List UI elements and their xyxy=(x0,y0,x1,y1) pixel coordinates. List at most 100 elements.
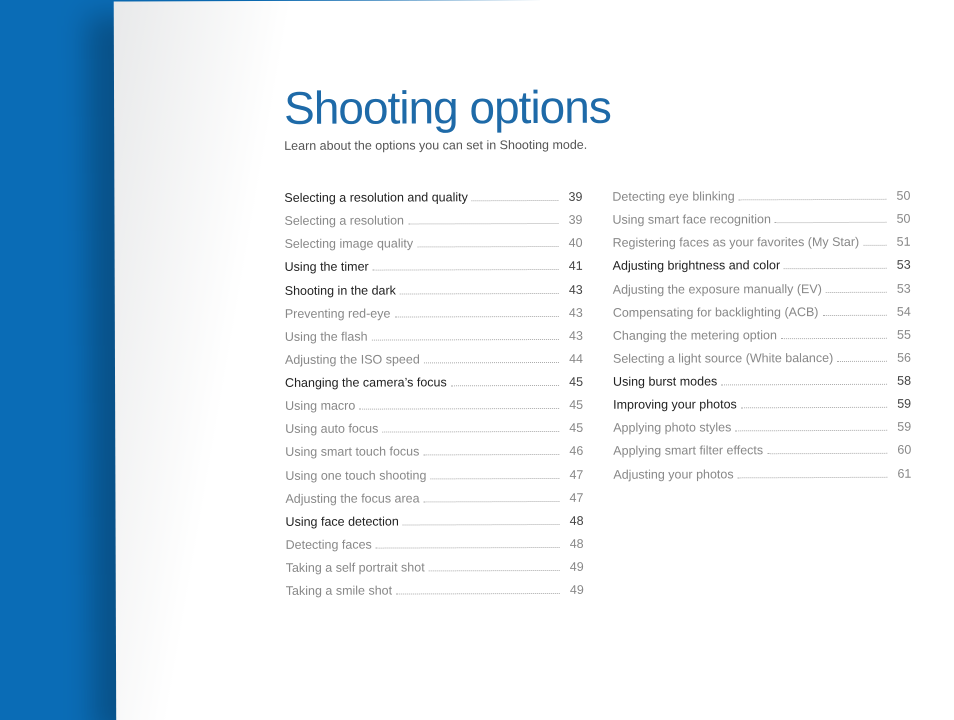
toc-label: Adjusting the focus area xyxy=(285,487,419,511)
toc-page-number: 47 xyxy=(563,486,583,509)
toc-leader xyxy=(424,353,559,363)
toc-leader xyxy=(739,190,887,200)
toc-label: Taking a smile shot xyxy=(286,580,392,603)
toc-label: Applying photo styles xyxy=(613,417,731,441)
toc-page-number: 53 xyxy=(891,277,911,300)
toc-row[interactable]: Taking a self portrait shot49 xyxy=(286,556,584,580)
toc-row[interactable]: Using smart touch focus 46 xyxy=(285,440,583,464)
toc-row[interactable]: Selecting a resolution and quality39 xyxy=(284,186,582,210)
toc-label: Adjusting the exposure manually (EV) xyxy=(613,278,822,302)
toc-row[interactable]: Detecting eye blinking 50 xyxy=(612,185,910,209)
toc-row[interactable]: Applying photo styles59 xyxy=(613,416,911,440)
toc-label: Adjusting the ISO speed xyxy=(285,348,420,372)
toc-label: Using smart face recognition xyxy=(612,208,770,232)
toc-label: Using face detection xyxy=(285,510,398,534)
toc-label: Detecting eye blinking xyxy=(612,185,734,209)
toc-leader xyxy=(822,306,886,316)
toc-row[interactable]: Selecting image quality40 xyxy=(285,232,583,256)
toc-label: Selecting image quality xyxy=(285,233,414,257)
toc-leader xyxy=(721,375,887,385)
toc-row[interactable]: Using the flash43 xyxy=(285,325,583,349)
toc-leader xyxy=(417,237,558,247)
toc-row[interactable]: Adjusting your photos61 xyxy=(613,462,911,486)
toc-leader xyxy=(396,584,560,594)
toc-page-number: 60 xyxy=(891,439,911,462)
toc-leader xyxy=(382,422,559,432)
toc-row[interactable]: Detecting faces48 xyxy=(286,533,584,557)
toc-label: Changing the camera’s focus xyxy=(285,371,447,395)
toc-row[interactable]: Adjusting the ISO speed 44 xyxy=(285,348,583,372)
toc-leader xyxy=(451,376,559,386)
toc-label: Using smart touch focus xyxy=(285,441,419,465)
toc-row[interactable]: Using the timer41 xyxy=(285,255,583,279)
toc-label: Taking a self portrait shot xyxy=(286,556,425,580)
toc-leader xyxy=(373,261,559,271)
toc-page-number: 58 xyxy=(891,370,911,393)
toc-label: Improving your photos xyxy=(613,393,737,417)
toc-page-number: 55 xyxy=(891,323,911,346)
toc-leader xyxy=(359,399,559,409)
toc-page-number: 50 xyxy=(890,185,910,208)
toc-label: Using one touch shooting xyxy=(285,464,426,488)
toc-leader xyxy=(741,398,887,408)
toc-row[interactable]: Selecting a resolution 39 xyxy=(284,209,582,233)
toc-label: Using the timer xyxy=(285,256,369,279)
toc-row[interactable]: Registering faces as your favorites (My … xyxy=(613,231,911,255)
toc-leader xyxy=(781,329,887,339)
stage: Shooting options Learn about the options… xyxy=(0,0,954,720)
toc-row[interactable]: Shooting in the dark 43 xyxy=(285,278,583,302)
toc-leader xyxy=(429,561,560,571)
toc-label: Using the flash xyxy=(285,325,368,348)
toc-row[interactable]: Adjusting brightness and color53 xyxy=(613,254,911,278)
toc-page-number: 47 xyxy=(563,463,583,486)
toc-row[interactable]: Applying smart filter effects60 xyxy=(613,439,911,463)
toc-page-number: 44 xyxy=(563,348,583,371)
toc-leader xyxy=(738,468,888,478)
toc-row[interactable]: Changing the metering option55 xyxy=(613,323,911,347)
toc-row[interactable]: Using one touch shooting 47 xyxy=(285,463,583,487)
toc-row[interactable]: Taking a smile shot49 xyxy=(286,579,584,603)
toc-page-number: 46 xyxy=(563,440,583,463)
toc-leader xyxy=(400,284,559,294)
toc-row[interactable]: Improving your photos59 xyxy=(613,393,911,417)
toc-leader xyxy=(403,515,560,525)
toc-label: Using auto focus xyxy=(285,418,378,441)
toc-row[interactable]: Using macro45 xyxy=(285,394,583,418)
page-subtitle: Learn about the options you can set in S… xyxy=(284,137,924,153)
toc-leader xyxy=(837,352,887,362)
toc-label: Adjusting your photos xyxy=(613,463,733,487)
page-title: Shooting options xyxy=(284,79,924,135)
toc-page-number: 48 xyxy=(563,510,583,533)
toc-leader xyxy=(430,469,559,479)
toc-row[interactable]: Using burst modes58 xyxy=(613,370,911,394)
toc-leader xyxy=(735,421,887,431)
toc-page-number: 45 xyxy=(563,394,583,417)
toc-row[interactable]: Preventing red-eye43 xyxy=(285,301,583,325)
toc-row[interactable]: Adjusting the focus area 47 xyxy=(285,486,583,510)
toc-page-number: 56 xyxy=(891,347,911,370)
toc-page-number: 45 xyxy=(563,371,583,394)
toc-row[interactable]: Adjusting the exposure manually (EV) 53 xyxy=(613,277,911,301)
toc-row[interactable]: Using face detection 48 xyxy=(285,510,583,534)
toc-label: Selecting a resolution xyxy=(284,210,404,234)
toc-leader xyxy=(767,444,887,454)
toc-label: Shooting in the dark xyxy=(285,279,396,303)
toc-page-number: 43 xyxy=(563,278,583,301)
toc-leader xyxy=(784,259,887,269)
toc-column-left: Selecting a resolution and quality39Sele… xyxy=(284,186,583,603)
toc-row[interactable]: Compensating for backlighting (ACB)54 xyxy=(613,300,911,324)
toc-row[interactable]: Using smart face recognition50 xyxy=(612,208,910,232)
toc-page-number: 43 xyxy=(563,301,583,324)
toc-page-number: 39 xyxy=(562,209,582,232)
toc-row[interactable]: Changing the camera’s focus 45 xyxy=(285,371,583,395)
toc-leader xyxy=(863,236,886,246)
toc-row[interactable]: Selecting a light source (White balance)… xyxy=(613,347,911,371)
toc-label: Registering faces as your favorites (My … xyxy=(613,231,860,255)
toc-leader xyxy=(424,492,560,502)
toc-leader xyxy=(372,330,559,340)
toc-page-number: 51 xyxy=(891,231,911,254)
toc-row[interactable]: Using auto focus 45 xyxy=(285,417,583,441)
toc-leader xyxy=(408,214,559,224)
toc-leader xyxy=(394,307,558,317)
toc-page-number: 45 xyxy=(563,417,583,440)
